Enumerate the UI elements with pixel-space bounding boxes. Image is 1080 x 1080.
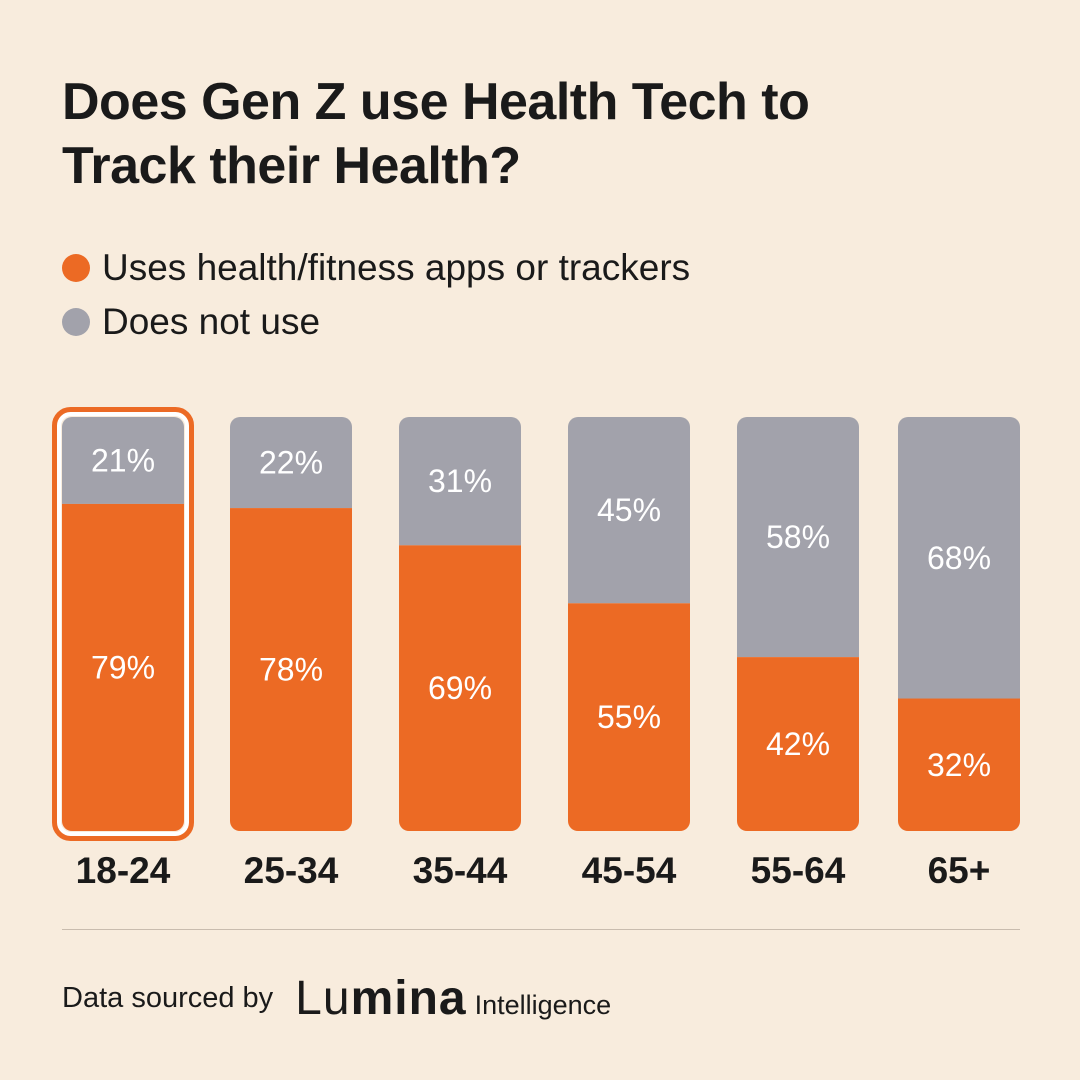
- logo-wordmark: Lumina: [295, 971, 466, 1026]
- bar-uses-55-64: [737, 657, 859, 831]
- data-label-uses-55-64: 42%: [766, 726, 830, 762]
- data-label-does-not-use-55-64: 58%: [766, 519, 830, 555]
- bar-does-not-use-18-24: [62, 417, 184, 504]
- bar-uses-45-54: [568, 603, 690, 831]
- bar-uses-65-plus: [898, 698, 1020, 831]
- source-label: Data sourced by: [62, 981, 274, 1014]
- footer-divider: [62, 929, 1020, 930]
- bar-does-not-use-35-44: [399, 417, 521, 546]
- data-label-does-not-use-35-44: 31%: [428, 463, 492, 499]
- chart-title: Does Gen Z use Health Tech to Track thei…: [62, 70, 1022, 198]
- legend: Uses health/fitness apps or trackers Doe…: [62, 244, 690, 352]
- highlight-outer-outline: [52, 407, 194, 841]
- bar-does-not-use-25-34: [230, 417, 352, 509]
- lumina-logo: Lumina Intelligence: [295, 971, 611, 1026]
- legend-label-does-not-use: Does not use: [102, 301, 321, 342]
- legend-item-uses: Uses health/fitness apps or trackers: [62, 244, 690, 292]
- footer: Data sourced by Lumina Intelligence: [62, 968, 611, 1028]
- bar-does-not-use-45-54: [568, 417, 690, 604]
- logo-wordmark-thin: Lu: [295, 971, 351, 1025]
- logo-subtitle: Intelligence: [474, 989, 612, 1020]
- bar-does-not-use-55-64: [737, 417, 859, 658]
- data-label-does-not-use-65-plus: 68%: [927, 540, 991, 576]
- title-line-1: Does Gen Z use Health Tech to: [62, 73, 810, 131]
- data-label-uses-65-plus: 32%: [927, 747, 991, 783]
- data-label-does-not-use-45-54: 45%: [597, 492, 661, 528]
- data-label-does-not-use-25-34: 22%: [259, 445, 323, 481]
- data-label-uses-45-54: 55%: [597, 699, 661, 735]
- legend-item-does-not-use: Does not use: [62, 298, 690, 346]
- data-label-uses-35-44: 69%: [428, 670, 492, 706]
- x-tick-label-55-64: 55-64: [751, 850, 846, 891]
- legend-swatch-does-not-use: [62, 308, 90, 336]
- logo-wordmark-bold: mina: [350, 971, 467, 1025]
- data-label-uses-18-24: 79%: [91, 649, 155, 685]
- bar-does-not-use-65-plus: [898, 417, 1020, 699]
- stacked-bar-chart: 21% 79% 18-24 22% 78% 25-34 31% 69% 35-44 45% 55% 4…: [52, 407, 1020, 891]
- x-tick-label-45-54: 45-54: [582, 850, 677, 891]
- legend-label-uses: Uses health/fitness apps or trackers: [102, 247, 691, 288]
- bar-uses-35-44: [399, 545, 521, 831]
- x-tick-label-35-44: 35-44: [413, 850, 508, 891]
- bar-uses-25-34: [230, 508, 352, 831]
- x-tick-label-18-24: 18-24: [76, 850, 171, 891]
- highlight-inner-outline: [57, 412, 189, 836]
- x-tick-label-25-34: 25-34: [244, 850, 339, 891]
- data-label-does-not-use-18-24: 21%: [91, 442, 155, 478]
- x-tick-label-65-plus: 65+: [928, 850, 991, 891]
- data-label-uses-25-34: 78%: [259, 652, 323, 688]
- legend-swatch-uses: [62, 254, 90, 282]
- bar-uses-18-24: [62, 503, 184, 831]
- title-line-2: Track their Health?: [62, 137, 521, 195]
